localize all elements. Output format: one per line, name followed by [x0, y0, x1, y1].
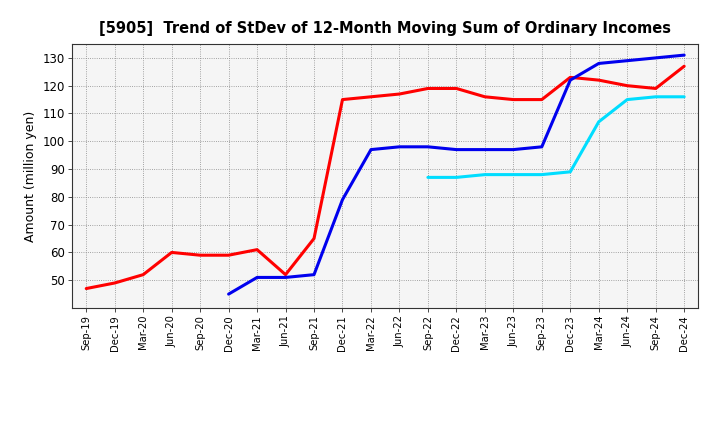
3 Years [282, 272, 290, 277]
5 Years [652, 55, 660, 61]
7 Years [680, 94, 688, 99]
7 Years [452, 175, 461, 180]
3 Years [623, 83, 631, 88]
3 Years [110, 280, 119, 286]
7 Years [595, 119, 603, 125]
7 Years [509, 172, 518, 177]
7 Years [480, 172, 489, 177]
3 Years [452, 86, 461, 91]
7 Years [537, 172, 546, 177]
5 Years [282, 275, 290, 280]
5 Years [537, 144, 546, 150]
5 Years [509, 147, 518, 152]
3 Years [196, 253, 204, 258]
3 Years [366, 94, 375, 99]
3 Years [595, 77, 603, 83]
Line: 3 Years: 3 Years [86, 66, 684, 289]
3 Years [253, 247, 261, 252]
5 Years [225, 291, 233, 297]
5 Years [452, 147, 461, 152]
7 Years [652, 94, 660, 99]
3 Years [480, 94, 489, 99]
5 Years [480, 147, 489, 152]
3 Years [680, 64, 688, 69]
3 Years [310, 236, 318, 241]
5 Years [595, 61, 603, 66]
3 Years [139, 272, 148, 277]
5 Years [566, 77, 575, 83]
3 Years [82, 286, 91, 291]
Y-axis label: Amount (million yen): Amount (million yen) [24, 110, 37, 242]
3 Years [225, 253, 233, 258]
5 Years [395, 144, 404, 150]
5 Years [310, 272, 318, 277]
3 Years [395, 92, 404, 97]
3 Years [509, 97, 518, 102]
5 Years [253, 275, 261, 280]
Title: [5905]  Trend of StDev of 12-Month Moving Sum of Ordinary Incomes: [5905] Trend of StDev of 12-Month Moving… [99, 21, 671, 36]
Line: 5 Years: 5 Years [229, 55, 684, 294]
5 Years [338, 197, 347, 202]
3 Years [537, 97, 546, 102]
5 Years [423, 144, 432, 150]
5 Years [623, 58, 631, 63]
7 Years [566, 169, 575, 175]
3 Years [338, 97, 347, 102]
5 Years [366, 147, 375, 152]
Line: 7 Years: 7 Years [428, 97, 684, 177]
3 Years [167, 250, 176, 255]
7 Years [623, 97, 631, 102]
3 Years [652, 86, 660, 91]
5 Years [680, 52, 688, 58]
3 Years [566, 75, 575, 80]
3 Years [423, 86, 432, 91]
7 Years [423, 175, 432, 180]
